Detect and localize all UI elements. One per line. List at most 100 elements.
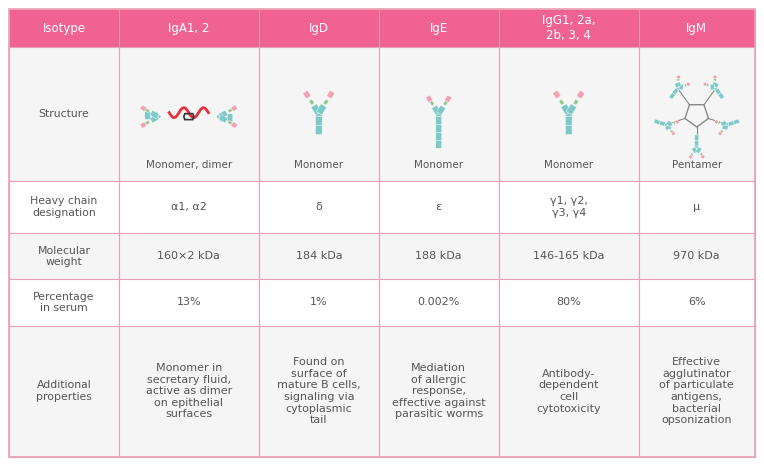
Text: Mediation
of allergic
response,
effective against
parasitic worms: Mediation of allergic response, effectiv…	[392, 363, 485, 419]
FancyBboxPatch shape	[231, 105, 238, 111]
Bar	[9, 233, 118, 280]
FancyBboxPatch shape	[720, 120, 727, 127]
FancyBboxPatch shape	[220, 114, 225, 122]
FancyBboxPatch shape	[669, 93, 675, 99]
FancyBboxPatch shape	[718, 131, 722, 136]
FancyBboxPatch shape	[435, 124, 442, 132]
Bar	[9, 47, 118, 181]
Text: Monomer: Monomer	[544, 160, 594, 170]
Bar	[118, 181, 259, 233]
FancyBboxPatch shape	[145, 109, 150, 113]
FancyBboxPatch shape	[565, 116, 572, 125]
Bar	[379, 181, 499, 233]
Text: Monomer: Monomer	[414, 160, 463, 170]
Text: 160×2 kDa: 160×2 kDa	[157, 251, 220, 261]
FancyBboxPatch shape	[219, 110, 228, 119]
FancyBboxPatch shape	[566, 104, 576, 115]
Text: 188 kDa: 188 kDa	[416, 251, 462, 261]
FancyBboxPatch shape	[435, 116, 442, 124]
FancyBboxPatch shape	[231, 122, 238, 128]
FancyBboxPatch shape	[219, 115, 228, 123]
FancyBboxPatch shape	[432, 105, 441, 115]
FancyBboxPatch shape	[677, 78, 680, 81]
Bar	[259, 181, 379, 233]
FancyBboxPatch shape	[710, 84, 714, 90]
Bar	[9, 280, 118, 326]
Bar	[639, 233, 755, 280]
FancyBboxPatch shape	[665, 125, 672, 130]
FancyBboxPatch shape	[155, 115, 160, 118]
Text: Molecular
weight: Molecular weight	[37, 246, 91, 267]
Text: Percentage
in serum: Percentage in serum	[34, 292, 95, 313]
FancyBboxPatch shape	[577, 90, 584, 99]
Text: IgA1, 2: IgA1, 2	[168, 22, 209, 35]
FancyBboxPatch shape	[666, 120, 673, 127]
Bar	[379, 326, 499, 457]
Bar	[259, 233, 379, 280]
FancyBboxPatch shape	[561, 104, 571, 115]
FancyBboxPatch shape	[691, 147, 698, 154]
FancyBboxPatch shape	[227, 114, 233, 122]
FancyBboxPatch shape	[311, 104, 322, 115]
FancyBboxPatch shape	[217, 115, 222, 118]
FancyBboxPatch shape	[713, 75, 717, 79]
FancyBboxPatch shape	[140, 105, 147, 111]
FancyBboxPatch shape	[558, 99, 565, 105]
FancyBboxPatch shape	[565, 113, 572, 116]
FancyBboxPatch shape	[140, 122, 147, 128]
Text: IgE: IgE	[429, 22, 448, 35]
FancyBboxPatch shape	[228, 120, 232, 125]
FancyBboxPatch shape	[565, 125, 572, 135]
FancyBboxPatch shape	[679, 84, 683, 90]
Bar	[499, 326, 639, 457]
Text: Monomer, dimer: Monomer, dimer	[146, 160, 232, 170]
FancyBboxPatch shape	[720, 130, 724, 133]
FancyBboxPatch shape	[722, 125, 728, 130]
FancyBboxPatch shape	[670, 130, 673, 133]
Text: 13%: 13%	[176, 297, 201, 308]
FancyBboxPatch shape	[714, 78, 717, 81]
Text: ε: ε	[435, 202, 442, 212]
Text: α1, α2: α1, α2	[171, 202, 207, 212]
FancyBboxPatch shape	[694, 140, 699, 146]
Bar	[499, 47, 639, 181]
FancyBboxPatch shape	[694, 146, 699, 148]
Text: 146-165 kDa: 146-165 kDa	[533, 251, 604, 261]
FancyBboxPatch shape	[717, 121, 720, 124]
FancyBboxPatch shape	[718, 93, 724, 99]
FancyBboxPatch shape	[715, 88, 721, 95]
FancyBboxPatch shape	[435, 140, 442, 148]
Text: 970 kDa: 970 kDa	[673, 251, 720, 261]
Bar	[9, 326, 118, 457]
Text: Found on
surface of
mature B cells,
signaling via
cytoplasmic
tail: Found on surface of mature B cells, sign…	[277, 357, 361, 425]
FancyBboxPatch shape	[573, 99, 578, 105]
Text: 0.002%: 0.002%	[417, 297, 460, 308]
Bar	[259, 326, 379, 457]
FancyBboxPatch shape	[672, 121, 676, 124]
FancyBboxPatch shape	[700, 153, 703, 156]
Text: Monomer: Monomer	[294, 160, 343, 170]
FancyBboxPatch shape	[435, 113, 442, 116]
FancyBboxPatch shape	[733, 119, 740, 124]
FancyBboxPatch shape	[309, 99, 314, 105]
FancyBboxPatch shape	[676, 75, 681, 79]
FancyBboxPatch shape	[316, 113, 322, 116]
FancyBboxPatch shape	[691, 153, 694, 156]
Bar	[118, 9, 259, 47]
Bar	[118, 280, 259, 326]
FancyBboxPatch shape	[316, 104, 326, 115]
Text: γ1, γ2,
γ3, γ4: γ1, γ2, γ3, γ4	[550, 196, 588, 218]
Text: Effective
agglutinator
of particulate
antigens,
bacterial
opsonization: Effective agglutinator of particulate an…	[659, 357, 734, 425]
Text: Pentamer: Pentamer	[672, 160, 722, 170]
FancyBboxPatch shape	[695, 147, 702, 154]
FancyBboxPatch shape	[327, 90, 335, 99]
FancyBboxPatch shape	[426, 95, 432, 103]
FancyBboxPatch shape	[316, 125, 322, 135]
FancyBboxPatch shape	[687, 82, 690, 86]
FancyBboxPatch shape	[672, 88, 678, 95]
Text: 6%: 6%	[688, 297, 705, 308]
Bar	[9, 9, 118, 47]
FancyBboxPatch shape	[150, 115, 159, 123]
Text: δ: δ	[316, 202, 322, 212]
Bar	[379, 47, 499, 181]
